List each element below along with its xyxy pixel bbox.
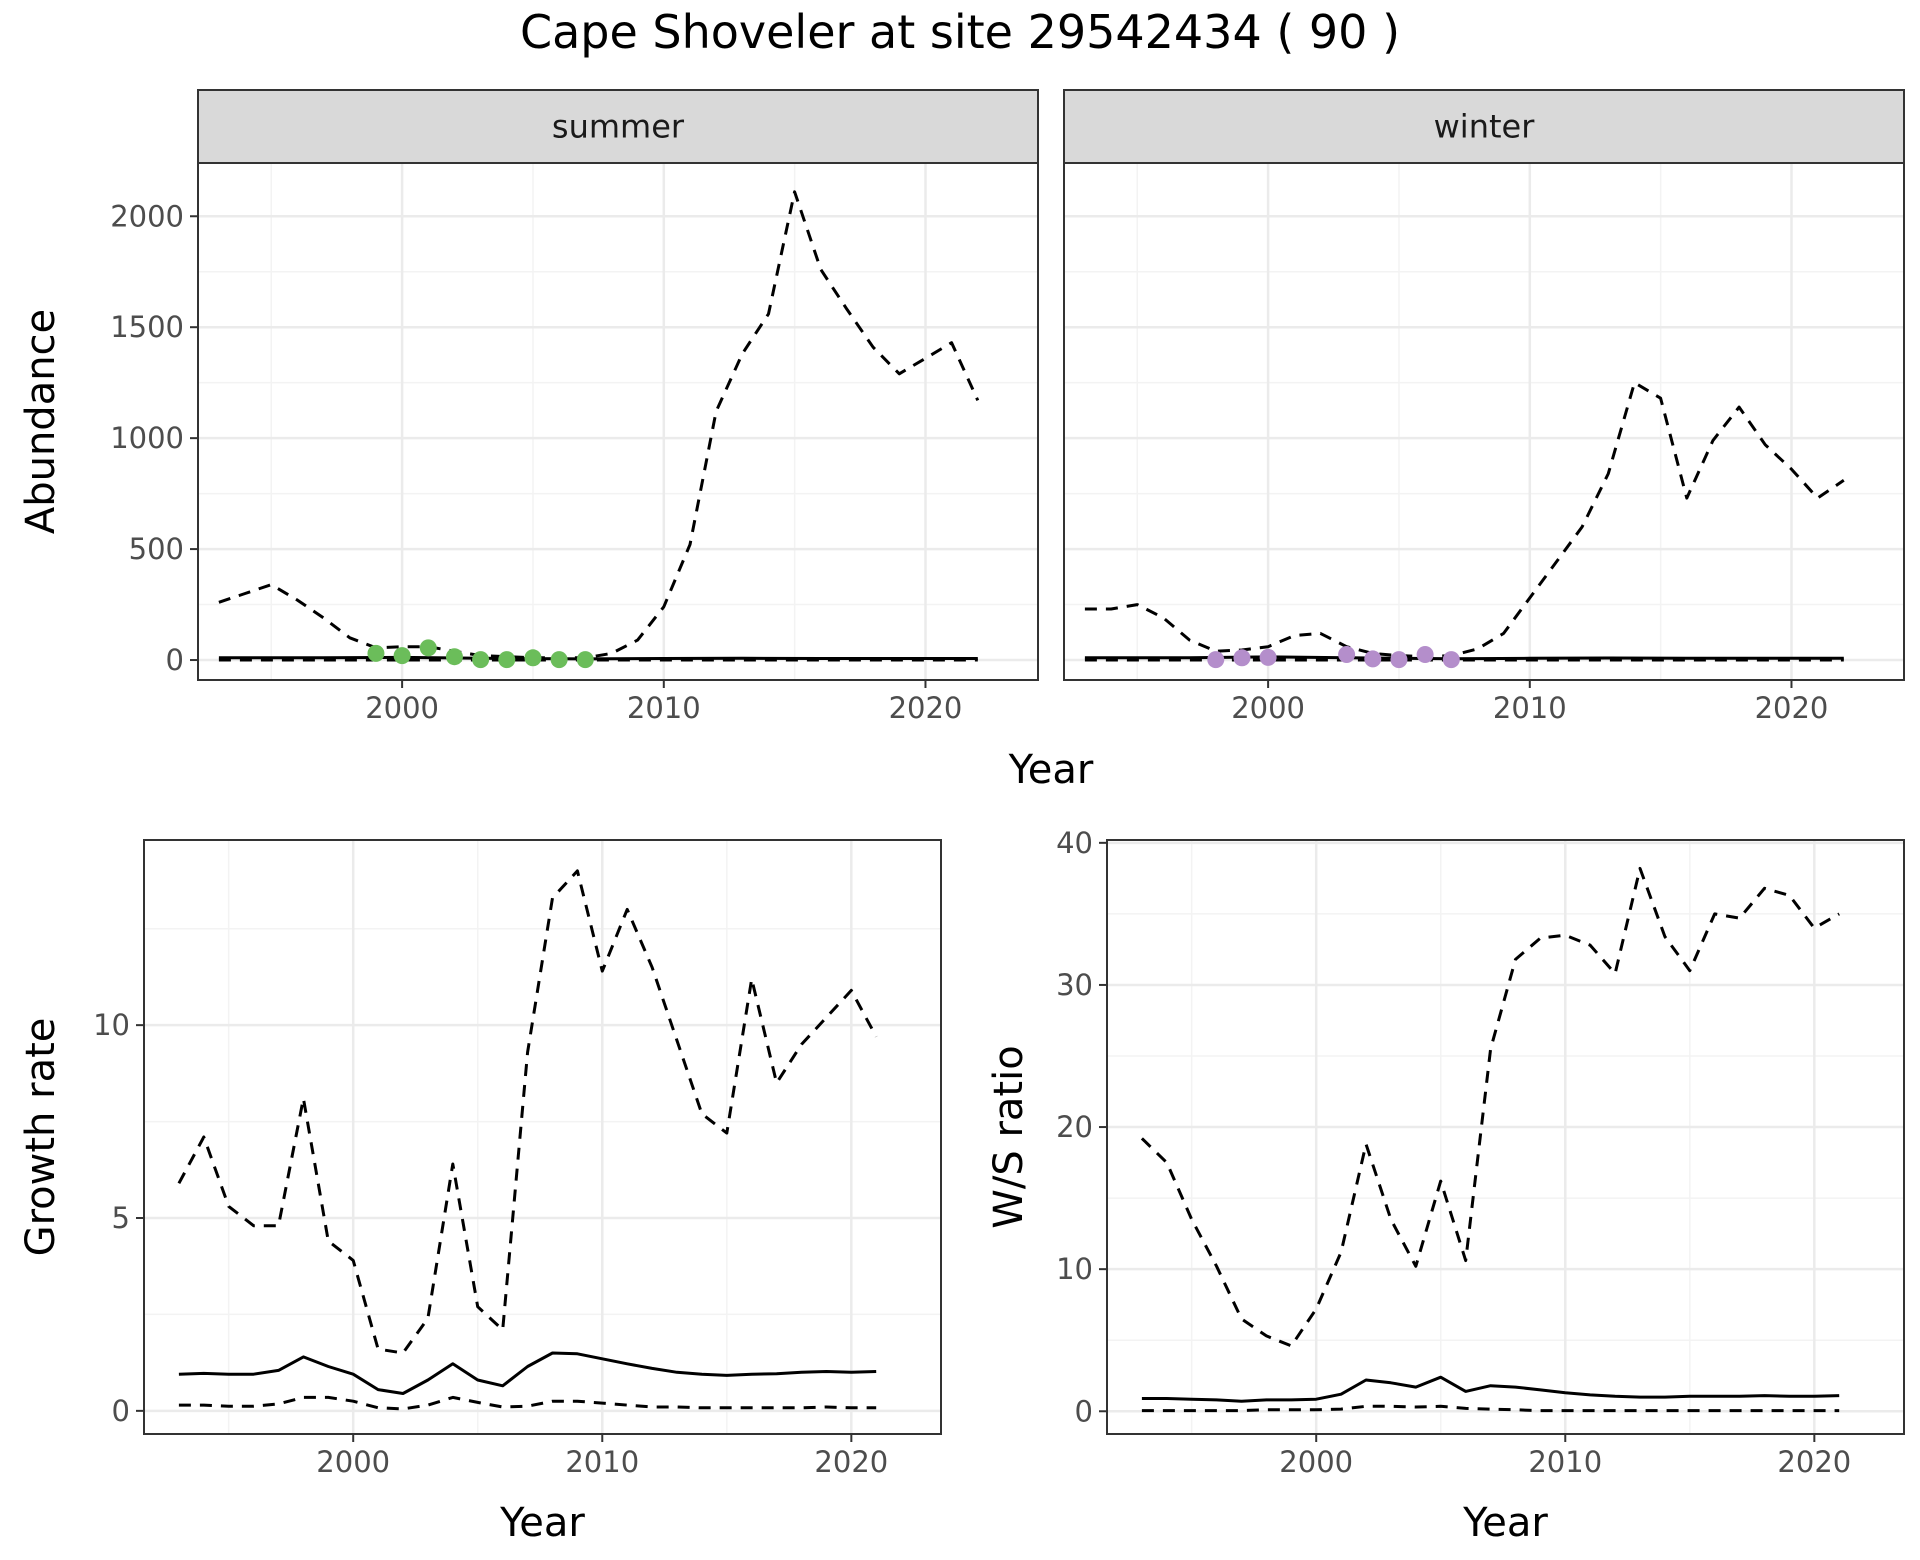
- x-tick-label: 2000: [1279, 1445, 1353, 1479]
- x-axis-title: Year: [1462, 1500, 1548, 1546]
- facet-strip-label: winter: [1434, 108, 1536, 146]
- y-tick-label: 2000: [110, 199, 184, 233]
- y-axis-title: Abundance: [18, 309, 64, 534]
- data-point: [1207, 651, 1225, 669]
- x-tick-label: 2000: [365, 691, 439, 725]
- data-point: [472, 651, 490, 669]
- data-point: [1390, 651, 1408, 669]
- y-tick-label: 1000: [110, 421, 184, 455]
- y-tick-label: 10: [93, 1008, 130, 1042]
- data-point: [1259, 648, 1277, 666]
- x-tick-label: 2020: [814, 1445, 888, 1479]
- panel-border: [1063, 162, 1905, 681]
- facet-strip-background: [197, 89, 1039, 164]
- x-tick-label: 2010: [1528, 1445, 1602, 1479]
- x-tick-label: 2010: [565, 1445, 639, 1479]
- data-point: [367, 644, 385, 662]
- ratio-chart: 2000 2010 2020 0 10 20 30 40 Year W/S ratio: [986, 826, 1905, 1546]
- panel-ratio: 2000 2010 2020 0 10 20 30 40: [1056, 826, 1905, 1479]
- panel-summer: 2000 2010 2020 0 500 1000 1500 2000: [110, 162, 1039, 725]
- series-line-solid: [1084, 655, 1844, 661]
- panel-background: [1064, 163, 1904, 680]
- series-line-dashed: [178, 1395, 877, 1411]
- data-point: [550, 651, 568, 669]
- x-tick-label: 2020: [1777, 1445, 1851, 1479]
- panel-background: [198, 163, 1038, 680]
- x-tick-label: 2020: [1755, 691, 1829, 725]
- x-tick-label: 2000: [1231, 691, 1305, 725]
- y-tick-label: 0: [1075, 1394, 1093, 1428]
- x-axis-title: Year: [1008, 747, 1094, 793]
- series-line-solid: [178, 1351, 877, 1395]
- x-tick-label: 2020: [889, 691, 963, 725]
- series-line-dashed: [1084, 381, 1845, 659]
- panel-growth: 2000 2010 2020 0 5 10: [93, 839, 942, 1479]
- data-point: [1416, 645, 1434, 663]
- y-tick-label: 40: [1056, 826, 1093, 860]
- data-point: [1338, 645, 1356, 663]
- x-axis-title: Year: [499, 1500, 585, 1546]
- data-point: [419, 639, 437, 657]
- y-tick-label: 500: [129, 532, 184, 566]
- y-tick-label: 0: [112, 1394, 130, 1428]
- panel-background: [1107, 840, 1904, 1434]
- facet-strip-winter: winter: [1063, 89, 1905, 164]
- facet-strip-label: summer: [552, 108, 685, 146]
- series-line-solid: [1141, 1375, 1840, 1403]
- data-point: [393, 647, 411, 665]
- data-point: [524, 649, 542, 667]
- y-tick-label: 0: [166, 643, 184, 677]
- series-line-dashed: [1141, 1404, 1840, 1413]
- facet-strip-background: [1063, 89, 1905, 164]
- y-tick-label: 30: [1056, 968, 1093, 1002]
- y-tick-label: 5: [112, 1201, 130, 1235]
- data-point: [445, 648, 463, 666]
- data-point: [576, 651, 594, 669]
- data-point: [498, 651, 516, 669]
- series-line-dashed: [177, 869, 878, 1355]
- x-tick-label: 2010: [627, 691, 701, 725]
- figure-title: Cape Shoveler at site 29542434 ( 90 ): [520, 5, 1400, 59]
- facet-strip-summer: summer: [197, 89, 1039, 164]
- abundance-chart: summer 2000 2010 2020 0 500 1000 1500 2000 winter…: [18, 89, 1905, 793]
- y-tick-label: 1500: [110, 310, 184, 344]
- y-tick-label: 20: [1056, 1110, 1093, 1144]
- panel-border: [1106, 839, 1905, 1435]
- panel-border: [197, 162, 1039, 681]
- panel-winter: 2000 2010 2020: [1063, 162, 1905, 725]
- growth-chart: 2000 2010 2020 0 5 10 Year Growth rate: [18, 839, 942, 1546]
- series-line-dashed: [218, 190, 980, 660]
- y-tick-label: 10: [1056, 1252, 1093, 1286]
- y-axis-title: Growth rate: [18, 1018, 64, 1257]
- data-point: [1364, 650, 1382, 668]
- x-tick-label: 2010: [1493, 691, 1567, 725]
- y-axis-title: W/S ratio: [986, 1045, 1032, 1228]
- x-tick-label: 2000: [316, 1445, 390, 1479]
- panel-border: [143, 839, 942, 1435]
- data-point: [1442, 651, 1460, 669]
- panel-background: [144, 840, 941, 1434]
- data-point: [1233, 649, 1251, 667]
